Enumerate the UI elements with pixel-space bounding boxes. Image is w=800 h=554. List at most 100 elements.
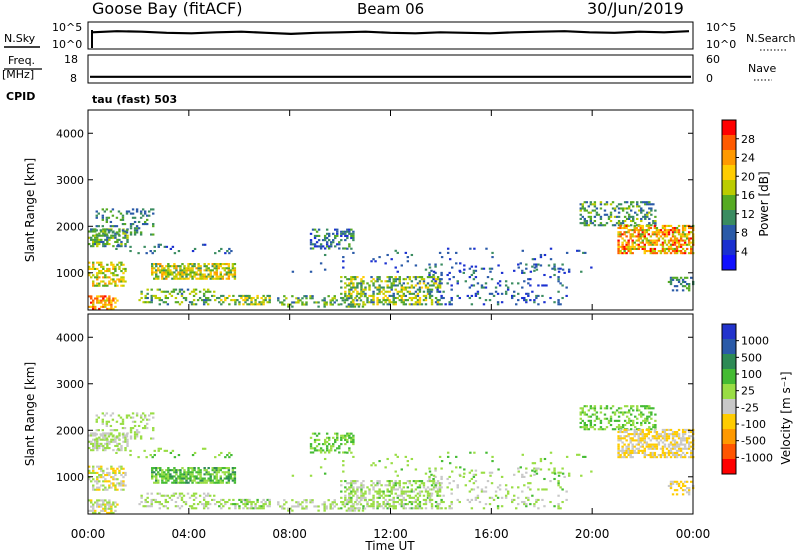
power-cell (679, 245, 683, 248)
power-cell (227, 271, 231, 274)
velocity-cell (340, 500, 343, 504)
power-cell (644, 217, 647, 220)
velocity-cell (368, 490, 371, 493)
velocity-cell (183, 473, 186, 476)
power-cell (640, 217, 643, 220)
velocity-cell (126, 438, 129, 441)
power-cell (599, 222, 603, 225)
power-cell (685, 243, 689, 246)
velocity-cell (195, 475, 198, 478)
power-cell (152, 208, 155, 211)
power-cell (140, 290, 143, 293)
power-cell (223, 263, 227, 266)
velocity-cell (116, 488, 119, 491)
velocity-cell (418, 507, 422, 510)
power-cell (309, 295, 312, 298)
velocity-cell (354, 500, 357, 504)
velocity-cell (110, 467, 113, 470)
velocity-cell (468, 471, 472, 474)
power-cell (101, 208, 105, 211)
velocity-cell (152, 412, 155, 415)
power-cell (462, 271, 465, 274)
velocity-cell (171, 449, 175, 452)
power-cell (207, 267, 210, 270)
power-cell (107, 216, 111, 219)
velocity-cell (209, 494, 212, 497)
power-cell (179, 277, 182, 280)
velocity-cell (659, 439, 663, 442)
velocity-cell (112, 484, 115, 487)
power-cell (363, 295, 367, 298)
power-cell (683, 276, 687, 279)
power-cell (319, 243, 323, 246)
velocity-cell (521, 453, 524, 456)
velocity-cell (654, 419, 657, 422)
power-cell (338, 247, 341, 250)
power-cell (648, 201, 651, 204)
power-cell (627, 207, 631, 210)
power-cell (629, 209, 633, 212)
power-cell (643, 250, 646, 253)
velocity-cell (645, 433, 649, 436)
power-cell (92, 305, 95, 308)
velocity-cell (360, 490, 363, 493)
power-cell (418, 288, 422, 291)
power-cell (603, 209, 607, 212)
power-cell (192, 294, 196, 297)
velocity-cell (440, 486, 443, 489)
velocity-cell (268, 505, 271, 508)
power-cell (633, 226, 636, 230)
power-cell (165, 265, 168, 268)
velocity-cell (346, 438, 349, 441)
power-cell (297, 299, 300, 302)
power-cell (424, 294, 428, 297)
velocity-cell (414, 500, 418, 504)
power-cell (649, 247, 653, 250)
power-cell (92, 243, 95, 246)
velocity-cell (418, 484, 422, 487)
velocity-cell (297, 505, 300, 508)
power-cell (154, 294, 157, 297)
velocity-cell (482, 471, 486, 474)
time-xlabel: Time UT (364, 539, 415, 553)
velocity-cell (428, 492, 432, 495)
velocity-cell (262, 498, 265, 501)
power-cell (143, 223, 147, 226)
power-cell (426, 292, 430, 295)
power-cell (100, 270, 103, 273)
velocity-cell (677, 443, 681, 446)
power-cell (175, 265, 178, 268)
velocity-cell (637, 437, 640, 440)
velocity-cell (677, 447, 681, 450)
velocity-cell (92, 511, 95, 514)
power-cell (491, 256, 494, 259)
velocity-cell (637, 435, 640, 438)
power-cell (636, 203, 639, 206)
velocity-cell (665, 437, 669, 440)
power-cell (139, 216, 143, 219)
power-cell (400, 294, 403, 297)
velocity-cell (209, 503, 212, 506)
velocity-cell (100, 499, 103, 502)
velocity-cell (333, 505, 336, 508)
velocity-cell (206, 503, 210, 506)
power-cell (430, 269, 433, 272)
velocity-cell (424, 472, 428, 475)
power-cell (646, 211, 649, 214)
power-cell (164, 290, 168, 293)
power-cell (476, 292, 480, 295)
velocity-cell (404, 490, 408, 493)
velocity-cell (167, 471, 170, 474)
power-cell (621, 222, 625, 225)
power-cell (173, 252, 177, 255)
velocity-cell (683, 454, 687, 457)
velocity-cell (209, 479, 212, 482)
velocity-cell (372, 503, 375, 506)
velocity-cell (137, 431, 141, 434)
power-cell (488, 299, 492, 302)
velocity-cell (122, 434, 125, 437)
power-cell (355, 299, 359, 302)
power-cell (671, 276, 675, 279)
power-cell (659, 231, 663, 234)
velocity-cell (436, 507, 439, 510)
